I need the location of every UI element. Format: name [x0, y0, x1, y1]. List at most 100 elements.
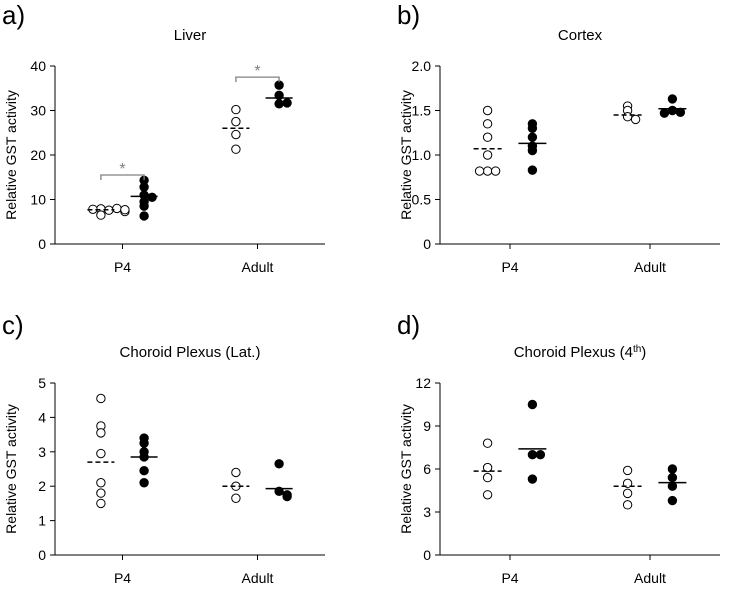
data-point — [274, 99, 284, 109]
y-tick-label: 2.0 — [412, 58, 432, 74]
y-tick-label: 2 — [38, 478, 46, 494]
data-point — [139, 211, 149, 221]
data-point — [622, 465, 633, 476]
x-tick-label: P4 — [501, 570, 518, 586]
panel-label: a) — [2, 0, 25, 30]
y-tick-label: 40 — [30, 58, 46, 74]
y-tick-label: 3 — [38, 444, 46, 460]
data-point — [96, 488, 106, 498]
data-point — [282, 491, 292, 502]
data-point — [482, 490, 493, 500]
data-point — [96, 448, 106, 459]
data-point — [482, 150, 493, 160]
y-axis-label: Relative GST activity — [398, 404, 414, 534]
chart-title: Choroid Plexus (4th) — [514, 344, 647, 362]
data-point — [96, 428, 106, 438]
panel-label: d) — [397, 310, 420, 340]
data-point — [231, 104, 241, 115]
data-point — [139, 201, 149, 211]
chart-title: Liver — [174, 27, 207, 44]
data-point — [231, 129, 241, 140]
data-point — [527, 449, 538, 460]
title-part: Choroid Plexus (4 — [514, 344, 633, 361]
x-tick-label: Adult — [242, 570, 274, 586]
data-point — [490, 166, 501, 176]
data-point — [527, 123, 538, 134]
data-point — [535, 449, 546, 460]
data-point — [659, 108, 670, 118]
significance-star: * — [119, 161, 125, 178]
x-tick-label: P4 — [114, 259, 131, 275]
significance-bracket — [235, 76, 280, 83]
y-tick-label: 0.5 — [412, 192, 432, 208]
data-point — [231, 144, 241, 154]
data-point — [527, 145, 538, 156]
data-point — [482, 105, 493, 116]
x-tick-label: P4 — [501, 259, 518, 275]
y-tick-label: 9 — [423, 418, 431, 434]
y-tick-label: 5 — [38, 375, 46, 391]
y-axis-label: Relative GST activity — [3, 404, 19, 534]
y-axis-label: Relative GST activity — [398, 90, 414, 220]
data-point — [622, 112, 633, 122]
y-tick-label: 3 — [423, 504, 431, 520]
data-point — [527, 474, 538, 484]
x-tick-label: Adult — [634, 259, 666, 275]
data-point — [474, 166, 485, 176]
significance-star: * — [254, 63, 260, 80]
panel-label: c) — [2, 310, 24, 340]
y-tick-label: 0 — [38, 547, 46, 563]
chart-title: Cortex — [558, 27, 603, 44]
data-point — [274, 459, 284, 469]
y-tick-label: 0 — [423, 236, 431, 252]
data-point — [482, 462, 493, 473]
data-point — [667, 464, 678, 474]
data-point — [622, 500, 633, 510]
panel: b) Cortex Relative GST activity 0 0.5 1.0 1.5 2… — [397, 0, 720, 275]
data-point — [482, 166, 493, 176]
y-tick-label: 6 — [423, 461, 431, 477]
x-tick-label: Adult — [634, 570, 666, 586]
y-tick-label: 30 — [30, 103, 46, 119]
x-tick-label: P4 — [114, 570, 131, 586]
data-point — [139, 438, 149, 448]
data-point — [667, 472, 678, 483]
data-point — [667, 94, 678, 104]
data-point — [527, 132, 538, 142]
y-tick-label: 0 — [38, 236, 46, 252]
x-tick-label: Adult — [242, 259, 274, 275]
panel: d) Choroid Plexus (4th) Relative GST activ… — [397, 310, 720, 586]
data-point — [274, 80, 284, 90]
data-point — [96, 210, 106, 220]
panel-label: b) — [397, 0, 420, 30]
chart-title: Choroid Plexus (Lat.) — [120, 344, 261, 361]
data-point — [630, 114, 641, 125]
data-point — [282, 98, 292, 108]
data-point — [112, 203, 122, 214]
data-point — [622, 478, 633, 489]
data-point — [231, 493, 241, 503]
y-tick-label: 4 — [38, 409, 46, 425]
data-point — [120, 205, 130, 215]
y-tick-label: 10 — [30, 192, 46, 208]
data-point — [482, 472, 493, 483]
data-point — [96, 393, 106, 404]
y-axis-label: Relative GST activity — [3, 90, 19, 220]
data-point — [527, 165, 538, 175]
data-point — [527, 399, 538, 410]
data-point — [231, 116, 241, 127]
title-part: Cortex — [558, 27, 603, 44]
y-tick-label: 12 — [415, 375, 431, 391]
data-point — [667, 105, 678, 116]
data-point — [622, 488, 633, 499]
title-part: Choroid Plexus (Lat.) — [120, 344, 261, 361]
y-tick-label: 1.0 — [412, 147, 432, 163]
data-point — [667, 495, 678, 506]
data-point — [139, 182, 149, 192]
data-point — [482, 438, 493, 448]
title-part: th — [633, 344, 641, 355]
y-tick-label: 0 — [423, 547, 431, 563]
y-tick-label: 1 — [38, 513, 46, 529]
y-tick-label: 1.5 — [412, 103, 432, 119]
